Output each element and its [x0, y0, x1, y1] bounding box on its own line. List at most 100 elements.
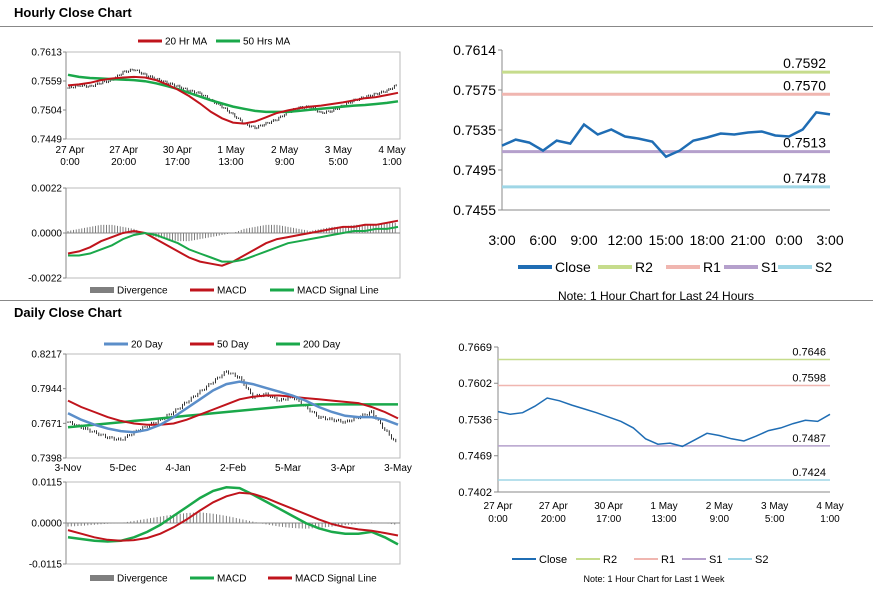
ma50-line	[67, 394, 399, 426]
x-tick-label-date: 3 May	[761, 501, 788, 512]
legend-label-macd: MACD	[217, 574, 246, 585]
level-label-s2: 0.7478	[783, 170, 826, 186]
x-tick-label-time: 9:00	[275, 157, 295, 168]
x-tick-label-time: 0:00	[488, 514, 508, 525]
y-tick-label: 0.7495	[453, 162, 496, 178]
level-label-s2: 0.7424	[792, 467, 826, 479]
x-tick-label: 12:00	[607, 232, 642, 248]
x-tick-label: 3:00	[488, 232, 515, 248]
legend-swatch-divergence	[90, 287, 114, 293]
plot-area	[65, 353, 401, 459]
x-tick-label-date: 30 Apr	[163, 145, 193, 156]
ma20-line	[67, 75, 399, 125]
y-tick-label: 0.0115	[32, 478, 62, 489]
x-tick-label-date: 1 May	[217, 145, 244, 156]
macd-line	[67, 486, 399, 546]
x-tick-label-date: 2 May	[271, 145, 298, 156]
x-tick-label-date: 1 May	[650, 501, 677, 512]
x-tick-label-date: 27 Apr	[109, 145, 139, 156]
x-tick-label-date: 30 Apr	[594, 501, 624, 512]
legend-label-signal: MACD Signal Line	[297, 286, 379, 297]
ma20-line	[67, 380, 399, 434]
signal-line	[67, 491, 399, 542]
x-tick-label-date: 27 Apr	[56, 145, 86, 156]
x-tick-label: 0:00	[775, 232, 802, 248]
x-tick-label: 3:00	[816, 232, 843, 248]
legend-label-s2: S2	[815, 259, 832, 275]
y-tick-label: 0.0000	[31, 519, 62, 530]
y-tick-label: 0.7575	[453, 82, 496, 98]
level-label-r2: 0.7592	[783, 55, 826, 71]
legend-label-close: Close	[555, 259, 591, 275]
y-tick-label: 0.7535	[453, 122, 496, 138]
level-label-r1: 0.7570	[783, 77, 826, 93]
y-tick-label: 0.0000	[31, 229, 62, 240]
legend-label-r2: R2	[635, 259, 653, 275]
legend-label-s1: S1	[761, 259, 778, 275]
legend-label-ma20: 20 Hr MA	[165, 37, 208, 48]
x-tick-label-time: 5:00	[765, 514, 785, 525]
y-tick-label: 0.7671	[31, 419, 62, 430]
legend-label-r1: R1	[661, 554, 675, 566]
x-tick-label-time: 17:00	[596, 514, 621, 525]
legend-label-s2: S2	[755, 554, 768, 566]
x-tick-label-time: 1:00	[382, 157, 402, 168]
legend-label-signal: MACD Signal Line	[295, 574, 377, 585]
y-tick-label: -0.0115	[29, 560, 63, 571]
legend-label-macd: MACD	[217, 286, 246, 297]
legend-label-divergence: Divergence	[117, 574, 168, 585]
y-tick-label: 0.7602	[458, 378, 492, 390]
legend-swatch-divergence	[90, 575, 114, 581]
legend-label-s1: S1	[709, 554, 722, 566]
legend-label-ma50: 50 Hrs MA	[243, 37, 291, 48]
level-label-r1: 0.7598	[792, 373, 826, 385]
level-label-s1: 0.7487	[792, 433, 826, 445]
y-tick-label: -0.0022	[28, 274, 62, 285]
daily-section-title: Daily Close Chart	[14, 305, 122, 320]
x-tick-label: 3-May	[384, 463, 412, 474]
legend-label-r1: R1	[703, 259, 721, 275]
daily-close-week-chart: 0.7669 0.7602 0.7536 0.7469 0.7402 0.7646 0.75…	[458, 342, 843, 584]
hourly-macd-chart: 0.0022 0.0000 -0.0022 Divergence MACD MACD Si…	[28, 184, 401, 297]
close-line	[501, 111, 831, 159]
x-tick-label: 18:00	[689, 232, 724, 248]
x-tick-label-date: 4 May	[378, 145, 405, 156]
y-tick-label: 0.7613	[31, 48, 62, 59]
level-label-s1: 0.7513	[783, 135, 826, 151]
y-tick-label: 0.7402	[458, 487, 492, 499]
ma50-line	[67, 73, 399, 114]
y-tick-label: 0.7455	[453, 202, 496, 218]
x-tick-label-time: 13:00	[218, 157, 243, 168]
x-tick-label-time: 1:00	[820, 514, 840, 525]
y-tick-label: 0.8217	[31, 350, 62, 361]
y-tick-label: 0.7669	[458, 342, 492, 354]
level-label-r2: 0.7646	[792, 346, 826, 358]
x-tick-label-date: 27 Apr	[484, 501, 514, 512]
chart-note: Note: 1 Hour Chart for Last 24 Hours	[558, 289, 754, 303]
y-tick-label: 0.7614	[453, 42, 496, 58]
legend-label-ma20: 20 Day	[131, 340, 163, 351]
y-tick-label: 0.0022	[31, 184, 62, 195]
x-tick-label-time: 20:00	[111, 157, 136, 168]
legend-label-r2: R2	[603, 554, 617, 566]
y-tick-label: 0.7504	[31, 106, 62, 117]
section-divider-top	[0, 26, 873, 27]
hourly-section-title: Hourly Close Chart	[14, 5, 132, 20]
x-tick-label: 21:00	[730, 232, 765, 248]
x-tick-label-time: 5:00	[329, 157, 349, 168]
y-tick-label: 0.7469	[458, 451, 492, 463]
y-tick-label: 0.7944	[31, 384, 62, 395]
x-tick-label: 2-Feb	[220, 463, 247, 474]
plot-area	[65, 51, 401, 140]
x-tick-label-time: 13:00	[651, 514, 676, 525]
close-line	[497, 397, 831, 448]
legend-label-ma50: 50 Day	[217, 340, 249, 351]
y-tick-label: 0.7559	[31, 77, 62, 88]
signal-line	[68, 225, 399, 263]
x-tick-label: 5-Dec	[110, 463, 137, 474]
x-tick-label: 4-Jan	[165, 463, 190, 474]
x-tick-label-time: 0:00	[60, 157, 80, 168]
x-tick-label: 6:00	[529, 232, 556, 248]
